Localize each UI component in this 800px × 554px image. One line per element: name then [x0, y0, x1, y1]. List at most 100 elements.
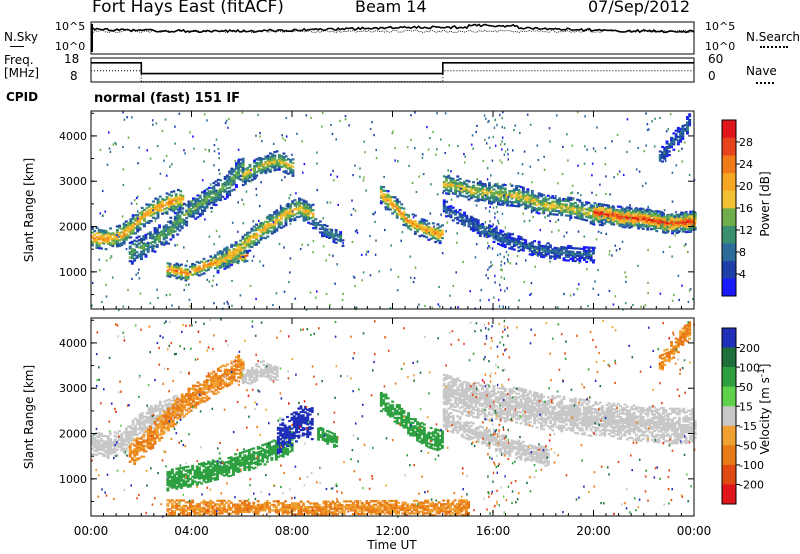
echo-cell	[641, 221, 644, 224]
echo-cell	[636, 217, 640, 220]
echo-cell	[225, 248, 229, 251]
echo-cell	[438, 232, 442, 236]
echo-cell	[603, 222, 607, 225]
echo-cell	[488, 191, 491, 194]
echo-cell	[492, 197, 496, 200]
echo-cell	[634, 218, 638, 222]
echo-cell	[663, 146, 667, 149]
echo-cell	[211, 262, 215, 265]
echo-cell	[218, 259, 222, 262]
echo-cell	[429, 237, 433, 240]
echo-cell	[690, 218, 694, 221]
echo-cell	[544, 252, 548, 255]
echo-cell	[155, 245, 159, 248]
echo-cell	[542, 246, 546, 250]
echo-cell	[277, 218, 281, 222]
echo-cell	[431, 231, 435, 234]
echo-cell	[465, 196, 469, 199]
echo-cell	[524, 246, 528, 249]
echo-cell	[542, 199, 546, 202]
echo-cell	[512, 192, 516, 195]
echo-cell	[232, 253, 236, 256]
echo-cell	[289, 170, 293, 173]
echo-cell	[243, 237, 247, 240]
echo-cell	[130, 442, 134, 445]
echo-cell	[230, 380, 234, 383]
echo-cell	[259, 157, 263, 160]
echo-cell	[611, 218, 615, 221]
speckle-cell	[669, 113, 672, 116]
echo-cell	[128, 453, 132, 456]
echo-cell	[196, 210, 200, 213]
echo-cell	[174, 394, 178, 397]
echo-cell	[663, 221, 667, 224]
echo-cell	[207, 384, 211, 387]
echo-cell	[237, 254, 240, 257]
echo-cell	[189, 409, 193, 412]
speckle-cell	[218, 172, 221, 175]
echo-cell	[458, 214, 462, 217]
echo-cell	[135, 243, 139, 247]
speckle-cell	[189, 270, 191, 273]
echo-cell	[302, 201, 306, 204]
echo-cell	[665, 223, 669, 226]
echo-cell	[672, 137, 676, 140]
echo-cell	[481, 199, 485, 202]
echo-cell	[262, 163, 265, 166]
echo-cell	[501, 235, 505, 238]
speckle-cell	[183, 246, 185, 249]
echo-cell	[234, 241, 238, 244]
echo-cell	[95, 232, 99, 235]
echo-cell	[167, 423, 170, 426]
echo-cell	[463, 211, 466, 214]
echo-cell	[175, 266, 179, 269]
echo-cell	[149, 203, 153, 206]
speckle-cell	[390, 244, 392, 247]
echo-cell	[629, 214, 633, 217]
echo-cell	[425, 236, 429, 239]
speckle-cell	[561, 172, 564, 176]
echo-cell	[91, 438, 94, 441]
echo-cell	[476, 187, 480, 190]
echo-cell	[540, 246, 543, 249]
echo-cell	[304, 206, 308, 209]
echo-cell	[189, 402, 193, 405]
echo-cell	[146, 247, 150, 250]
echo-cell	[463, 224, 466, 227]
echo-cell	[569, 215, 573, 218]
echo-cell	[512, 204, 516, 207]
speckle-cell	[671, 171, 674, 174]
speckle-cell	[289, 193, 292, 197]
echo-cell	[436, 228, 440, 231]
echo-cell	[187, 403, 191, 407]
echo-cell	[677, 221, 681, 224]
echo-cell	[118, 224, 121, 227]
speckle-cell	[426, 126, 428, 129]
speckle-cell	[464, 155, 466, 158]
echo-cell	[187, 213, 191, 216]
echo-cell	[636, 219, 640, 222]
echo-cell	[176, 406, 180, 409]
speckle-cell	[186, 260, 188, 263]
echo-cell	[106, 449, 110, 452]
echo-cell	[465, 214, 469, 217]
speckle-cell	[501, 140, 503, 143]
echo-cell	[334, 241, 338, 244]
echo-cell	[202, 265, 206, 268]
echo-cell	[179, 190, 183, 193]
echo-cell	[573, 216, 577, 219]
echo-cell	[216, 384, 220, 387]
echo-cell	[277, 222, 281, 225]
echo-cell	[542, 250, 546, 253]
echo-cell	[300, 198, 304, 201]
echo-cell	[194, 208, 198, 211]
echo-cell	[618, 224, 622, 227]
echo-cell	[467, 225, 471, 228]
echo-cell	[451, 210, 455, 213]
echo-cell	[149, 442, 152, 445]
echo-cell	[138, 422, 142, 425]
echo-cell	[104, 435, 108, 438]
echo-cell	[672, 214, 676, 218]
echo-cell	[210, 206, 213, 210]
echo-cell	[510, 233, 514, 236]
